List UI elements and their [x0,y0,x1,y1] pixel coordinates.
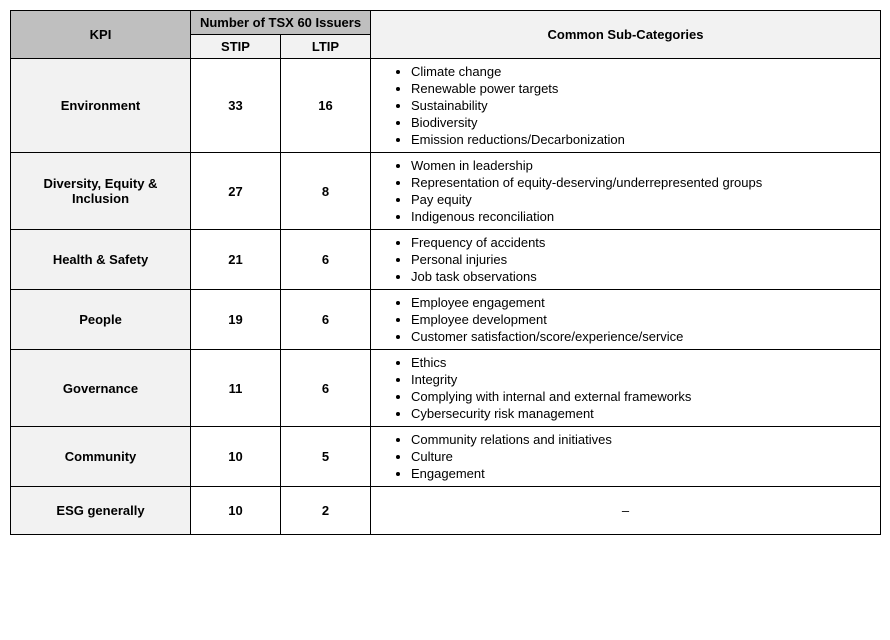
subcats-cell: Frequency of accidentsPersonal injuriesJ… [371,230,881,290]
kpi-cell: People [11,290,191,350]
stip-cell: 10 [191,427,281,487]
subcats-list: Women in leadershipRepresentation of equ… [387,157,872,225]
subcats-cell: EthicsIntegrityComplying with internal a… [371,350,881,427]
list-item: Engagement [411,465,872,482]
ltip-cell: 6 [281,350,371,427]
list-item: Renewable power targets [411,80,872,97]
table-body: Environment3316Climate changeRenewable p… [11,59,881,535]
stip-cell: 21 [191,230,281,290]
stip-cell: 33 [191,59,281,153]
list-item: Indigenous reconciliation [411,208,872,225]
list-item: Pay equity [411,191,872,208]
ltip-cell: 6 [281,290,371,350]
list-item: Job task observations [411,268,872,285]
subcats-list: Frequency of accidentsPersonal injuriesJ… [387,234,872,285]
subcats-cell: Climate changeRenewable power targetsSus… [371,59,881,153]
list-item: Cybersecurity risk management [411,405,872,422]
list-item: Culture [411,448,872,465]
header-subcats: Common Sub-Categories [371,11,881,59]
table-row: Governance116EthicsIntegrityComplying wi… [11,350,881,427]
kpi-cell: ESG generally [11,487,191,535]
subcats-cell: – [371,487,881,535]
table-row: Environment3316Climate changeRenewable p… [11,59,881,153]
header-issuers: Number of TSX 60 Issuers [191,11,371,35]
kpi-cell: Community [11,427,191,487]
subcats-list: Climate changeRenewable power targetsSus… [387,63,872,148]
table-row: Community105 Community relations and init… [11,427,881,487]
ltip-cell: 5 [281,427,371,487]
kpi-table: KPI Number of TSX 60 Issuers Common Sub-… [10,10,881,535]
table-row: Health & Safety216 Frequency of accidents… [11,230,881,290]
list-item: Community relations and initiatives [411,431,872,448]
ltip-cell: 8 [281,153,371,230]
table-row: ESG generally102– [11,487,881,535]
kpi-cell: Governance [11,350,191,427]
subcats-list: Employee engagementEmployee developmentC… [387,294,872,345]
subcats-list: EthicsIntegrityComplying with internal a… [387,354,872,422]
table-row: Diversity, Equity & Inclusion278Women in… [11,153,881,230]
list-item: Representation of equity-deserving/under… [411,174,872,191]
header-stip: STIP [191,35,281,59]
stip-cell: 10 [191,487,281,535]
list-item: Ethics [411,354,872,371]
list-item: Climate change [411,63,872,80]
kpi-cell: Environment [11,59,191,153]
list-item: Complying with internal and external fra… [411,388,872,405]
header-ltip: LTIP [281,35,371,59]
subcats-cell: Women in leadershipRepresentation of equ… [371,153,881,230]
stip-cell: 27 [191,153,281,230]
list-item: Biodiversity [411,114,872,131]
kpi-cell: Health & Safety [11,230,191,290]
list-item: Customer satisfaction/score/experience/s… [411,328,872,345]
list-item: Employee engagement [411,294,872,311]
ltip-cell: 2 [281,487,371,535]
stip-cell: 11 [191,350,281,427]
list-item: Personal injuries [411,251,872,268]
list-item: Integrity [411,371,872,388]
ltip-cell: 16 [281,59,371,153]
table-header: KPI Number of TSX 60 Issuers Common Sub-… [11,11,881,59]
ltip-cell: 6 [281,230,371,290]
list-item: Sustainability [411,97,872,114]
list-item: Employee development [411,311,872,328]
subcats-cell: Employee engagementEmployee developmentC… [371,290,881,350]
list-item: Women in leadership [411,157,872,174]
list-item: Emission reductions/Decarbonization [411,131,872,148]
header-kpi: KPI [11,11,191,59]
kpi-cell: Diversity, Equity & Inclusion [11,153,191,230]
list-item: Frequency of accidents [411,234,872,251]
table-row: People196 Employee engagementEmployee dev… [11,290,881,350]
stip-cell: 19 [191,290,281,350]
subcats-list: Community relations and initiativesCultu… [387,431,872,482]
subcats-cell: Community relations and initiativesCultu… [371,427,881,487]
